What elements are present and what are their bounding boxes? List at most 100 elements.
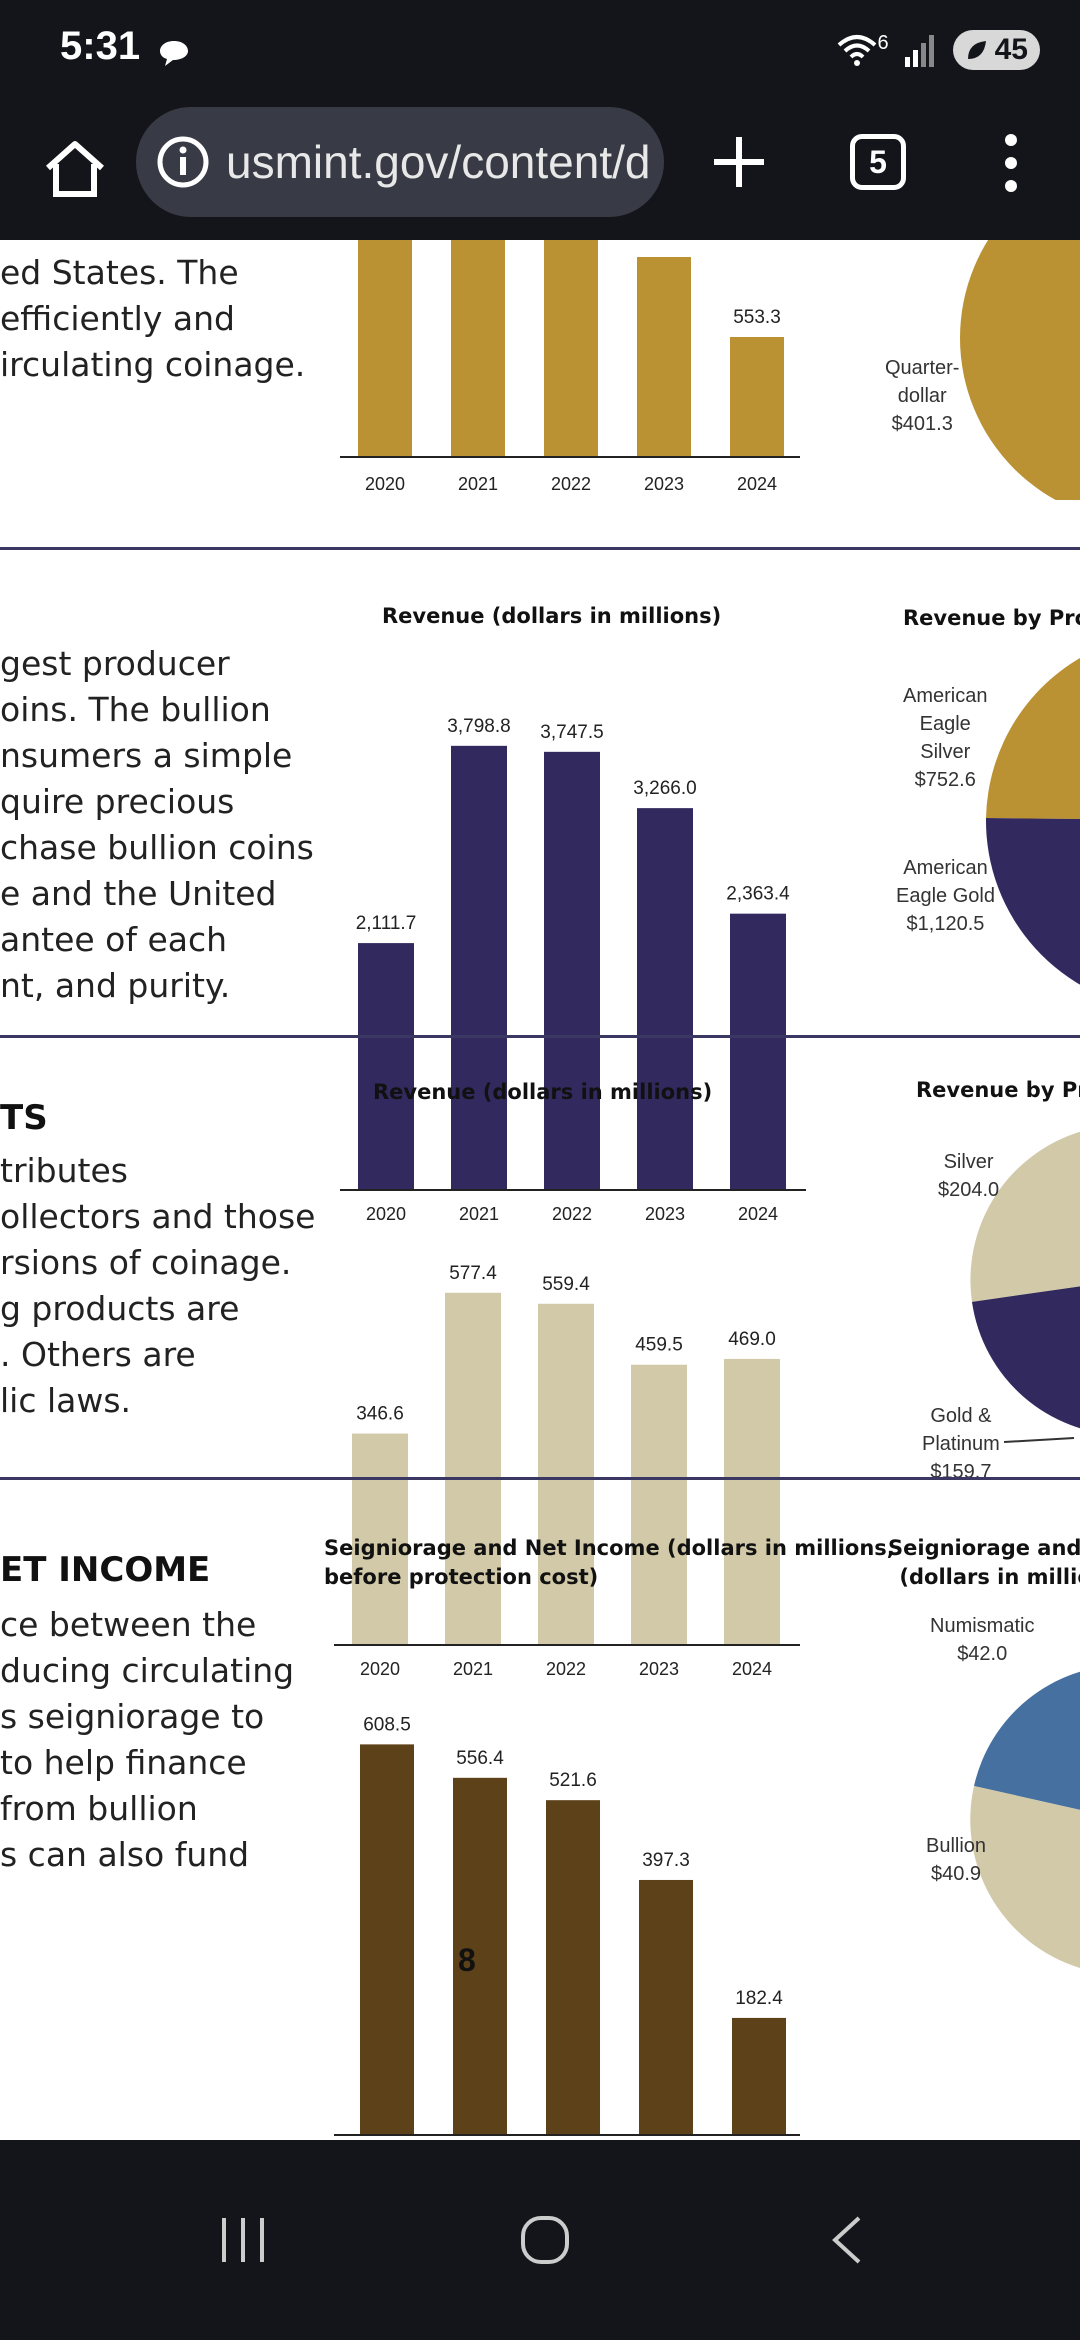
pie-label-line: Silver	[943, 1151, 994, 1173]
text-line: chase bullion coins	[0, 828, 314, 867]
pie-chart-title: Seigniorage and Net (dollars in millions	[888, 1534, 1080, 1592]
pie-label-line: $42.0	[957, 1643, 1008, 1665]
x-tick-label: 2021	[458, 474, 498, 494]
pie-chart-title: Revenue by Prog	[916, 1078, 1080, 1102]
pie-slice-eagle-silver	[986, 658, 1080, 819]
more-options-icon[interactable]	[996, 130, 1026, 196]
chart-title: Revenue (dollars in millions)	[373, 1080, 713, 1104]
bar-value-label: 577.4	[449, 1263, 497, 1284]
pie-label-line: $401.3	[891, 413, 953, 435]
pie-label-line: Eagle Gold	[896, 885, 995, 907]
bar-value-label: 182.4	[735, 1988, 783, 2009]
bar-value-label: 608.5	[363, 1714, 411, 1735]
text-line: nsumers a simple	[0, 736, 293, 775]
pie-label-numismatic: Numismatic $42.0	[930, 1612, 1034, 1668]
bar-value-label: 469.0	[728, 1329, 776, 1350]
bar-chart-4: 608.52020556.42021521.62022397.32023182.…	[334, 1714, 800, 2136]
bar	[358, 943, 414, 1190]
pie-slice-eagle-gold	[985, 818, 1080, 985]
pie-slice-bullion	[970, 1786, 1080, 1968]
pie-label-bullion: Bullion $40.9	[926, 1832, 986, 1888]
recent-apps-button[interactable]	[183, 2140, 303, 2340]
text-line: ce between the	[0, 1605, 257, 1644]
x-tick-label: 2022	[551, 474, 591, 494]
pie-label-line: dollar	[897, 385, 947, 407]
pie-label-line: $1,120.5	[906, 913, 985, 935]
bar	[451, 745, 507, 1190]
x-tick-label: 2023	[644, 474, 684, 494]
pie-label-line: American	[903, 857, 988, 879]
status-icons: 6 45	[836, 30, 1040, 70]
pie-label-line: Quarter-	[885, 357, 960, 379]
cell-signal-icon	[904, 35, 934, 67]
bar	[637, 257, 691, 457]
bar-chart-3: 346.6 2020 577.4 2021 559.4 2022 459.5 2023 469.…	[334, 1263, 800, 1679]
page-content: ed States. The efficiently and irculatin…	[0, 240, 1080, 2140]
pie-slice-gold-platinum	[970, 1131, 1080, 1302]
text-line: to help finance	[0, 1743, 247, 1782]
x-tick-label: 2022	[552, 1204, 592, 1224]
text-line: ollectors and those	[0, 1197, 316, 1236]
bar-value-label: 2,363.4	[726, 884, 790, 905]
battery-indicator: 45	[952, 30, 1040, 70]
recent-apps-icon	[222, 2218, 264, 2262]
x-tick-label: 2024	[737, 474, 777, 494]
x-tick-label: 2024	[732, 1659, 772, 1679]
home-icon[interactable]	[40, 134, 110, 204]
bar-value-label: 3,266.0	[633, 778, 696, 799]
pie-label-line: Gold &	[930, 1405, 992, 1427]
x-tick-label: 2021	[453, 1659, 493, 1679]
section3-heading: TS	[0, 1098, 48, 1138]
pie-label-line: Bullion	[926, 1835, 987, 1857]
bar	[445, 1292, 501, 1645]
text-line: gest producer	[0, 644, 230, 683]
x-tick-label: 2023	[645, 1204, 685, 1224]
section-divider	[0, 1477, 1080, 1480]
battery-level: 45	[994, 33, 1028, 66]
wifi-icon	[837, 35, 876, 66]
pie-chart-3	[970, 1131, 1080, 1429]
new-tab-icon[interactable]	[710, 133, 768, 191]
section4-heading: ET INCOME	[0, 1550, 211, 1590]
x-tick-label: 2021	[459, 1204, 499, 1224]
bar	[724, 1358, 780, 1645]
pie-label-gold-platinum: Gold & Platinum $159.7	[922, 1402, 1000, 1486]
pie-label-line: Eagle	[919, 713, 971, 735]
pie-label-eagle-gold: American Eagle Gold $1,120.5	[896, 854, 995, 938]
bar-value-label: 553.3	[733, 307, 781, 328]
section4-paragraph: ce between the ducing circulating s seig…	[0, 1602, 294, 1878]
pie-chart-1	[960, 240, 1080, 500]
chart-title-line: Seigniorage and Net Income (dollars in m…	[324, 1536, 895, 1560]
text-line: tributes	[0, 1151, 128, 1190]
text-line: s seigniorage to	[0, 1697, 265, 1736]
chart-title: Seigniorage and Net Income (dollars in m…	[324, 1534, 895, 1592]
bar	[730, 913, 786, 1190]
text-line: irculating coinage.	[0, 345, 306, 384]
text-line: lic laws.	[0, 1381, 132, 1420]
section2-paragraph: gest producer oins. The bullion nsumers …	[0, 641, 314, 1009]
bar	[546, 1800, 600, 2135]
pie-label-line: $752.6	[914, 769, 976, 791]
bar-value-label: 559.4	[542, 1274, 590, 1295]
chart-title: Revenue (dollars in millions)	[382, 604, 722, 628]
section3-paragraph: tributes ollectors and those rsions of c…	[0, 1148, 315, 1424]
bar	[631, 1364, 687, 1645]
leaf-icon	[967, 41, 986, 59]
pie-label-line: Platinum	[922, 1433, 1000, 1455]
info-icon[interactable]	[156, 135, 210, 189]
bar-chart-1: 2020 2021 2022 2023 553.3 2024	[340, 240, 800, 494]
text-line: . Others are	[0, 1335, 196, 1374]
pie-leader-line	[1004, 1437, 1075, 1443]
url-text[interactable]: usmint.gov/content/d	[226, 136, 651, 188]
bar-value-label: 521.6	[549, 1770, 597, 1791]
pie-slice-other	[972, 1286, 1080, 1392]
section-divider	[0, 1035, 1080, 1038]
tabs-button[interactable]: 5	[850, 134, 906, 190]
home-nav-button[interactable]	[485, 2140, 605, 2340]
url-bar[interactable]: usmint.gov/content/d	[136, 107, 664, 217]
x-tick-label: 2020	[366, 1204, 406, 1224]
back-nav-button[interactable]	[787, 2140, 907, 2340]
pie-label-line: American	[903, 685, 988, 707]
chart-title-line: (dollars in millions	[899, 1565, 1080, 1589]
text-line: efficiently and	[0, 299, 235, 338]
